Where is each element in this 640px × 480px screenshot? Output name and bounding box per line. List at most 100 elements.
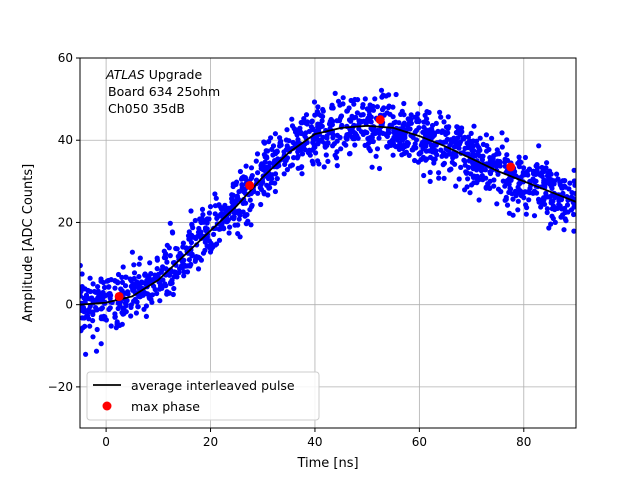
scatter-point — [504, 152, 510, 158]
scatter-point — [192, 217, 198, 224]
scatter-point — [518, 159, 524, 165]
scatter-point — [471, 148, 477, 154]
scatter-point — [372, 96, 378, 102]
scatter-point — [324, 142, 330, 148]
scatter-point — [400, 137, 406, 143]
scatter-point — [551, 181, 557, 187]
scatter-point — [286, 138, 292, 144]
scatter-point — [198, 219, 205, 225]
scatter-point — [367, 102, 373, 108]
scatter-point — [98, 292, 104, 298]
scatter-point — [550, 203, 557, 209]
x-tick-label: 60 — [412, 435, 427, 449]
scatter-point — [174, 246, 180, 252]
scatter-point — [338, 146, 344, 152]
scatter-point — [244, 212, 250, 218]
scatter-point — [123, 309, 129, 315]
scatter-point — [455, 135, 461, 141]
scatter-point — [200, 250, 207, 256]
scatter-point — [187, 263, 193, 269]
scatter-point — [541, 195, 547, 201]
scatter-point — [558, 214, 564, 220]
scatter-point — [462, 158, 468, 164]
scatter-point — [351, 115, 357, 121]
scatter-point — [291, 155, 297, 161]
scatter-point — [123, 274, 129, 280]
scatter-point — [516, 181, 522, 187]
scatter-point — [309, 158, 315, 164]
scatter-point — [170, 291, 176, 298]
scatter-point — [243, 163, 249, 169]
scatter-point — [531, 213, 538, 219]
scatter-point — [302, 133, 308, 139]
scatter-point — [90, 334, 96, 340]
scatter-point — [274, 148, 280, 154]
scatter-point — [259, 164, 265, 170]
scatter-point — [364, 117, 370, 123]
scatter-point — [467, 190, 473, 196]
scatter-point — [406, 120, 412, 126]
scatter-point — [229, 196, 235, 202]
scatter-point — [80, 262, 83, 269]
scatter-point — [282, 161, 288, 167]
scatter-point — [427, 178, 433, 184]
scatter-point — [85, 295, 91, 302]
scatter-point — [416, 151, 422, 157]
scatter-point — [474, 175, 480, 181]
scatter-point — [289, 116, 295, 122]
scatter-point — [376, 135, 382, 141]
scatter-point — [119, 279, 125, 285]
scatter-point — [539, 164, 545, 171]
scatter-point — [352, 142, 358, 148]
scatter-point — [284, 167, 290, 173]
scatter-point — [343, 134, 349, 140]
scatter-point — [299, 120, 305, 126]
scatter-point — [564, 202, 571, 208]
scatter-point — [180, 262, 186, 268]
scatter-point — [136, 285, 142, 292]
annotation-upgrade: Upgrade — [145, 67, 203, 82]
x-tick-label: 80 — [516, 435, 531, 449]
scatter-point — [522, 189, 528, 195]
scatter-point — [212, 203, 218, 209]
plot-area: 0 20 40 60 80 −20 0 20 40 60 — [48, 51, 577, 449]
scatter-point — [533, 178, 539, 184]
scatter-point — [211, 231, 217, 237]
scatter-point — [112, 285, 118, 291]
scatter-point — [299, 151, 306, 157]
scatter-point — [468, 141, 474, 147]
scatter-point — [320, 134, 326, 140]
scatter-point — [487, 169, 493, 175]
scatter-point — [186, 229, 192, 235]
scatter-point — [487, 178, 493, 184]
y-tick-label: 40 — [58, 133, 73, 147]
scatter-point — [128, 283, 134, 289]
scatter-point — [503, 179, 509, 185]
scatter-point — [347, 150, 353, 157]
scatter-point — [458, 164, 464, 170]
scatter-point — [508, 186, 514, 192]
scatter-point — [341, 140, 347, 147]
scatter-point — [213, 195, 219, 201]
scatter-point — [157, 298, 163, 304]
scatter-point — [566, 186, 572, 192]
scatter-point — [424, 156, 430, 162]
scatter-point — [114, 319, 120, 325]
scatter-point — [376, 165, 383, 172]
x-tick-label: 40 — [307, 435, 322, 449]
scatter-point — [403, 149, 409, 155]
scatter-point — [212, 191, 218, 197]
scatter-point — [180, 240, 186, 246]
y-tick-label: 20 — [58, 215, 73, 229]
scatter-point — [124, 297, 130, 304]
scatter-point — [404, 143, 410, 149]
scatter-point — [82, 323, 88, 329]
scatter-point — [152, 286, 158, 293]
scatter-point — [235, 196, 241, 202]
scatter-point — [87, 275, 93, 281]
scatter-point — [136, 293, 142, 299]
scatter-point — [146, 279, 152, 285]
scatter-point — [476, 197, 482, 203]
scatter-point — [148, 271, 154, 277]
scatter-point — [127, 276, 133, 282]
